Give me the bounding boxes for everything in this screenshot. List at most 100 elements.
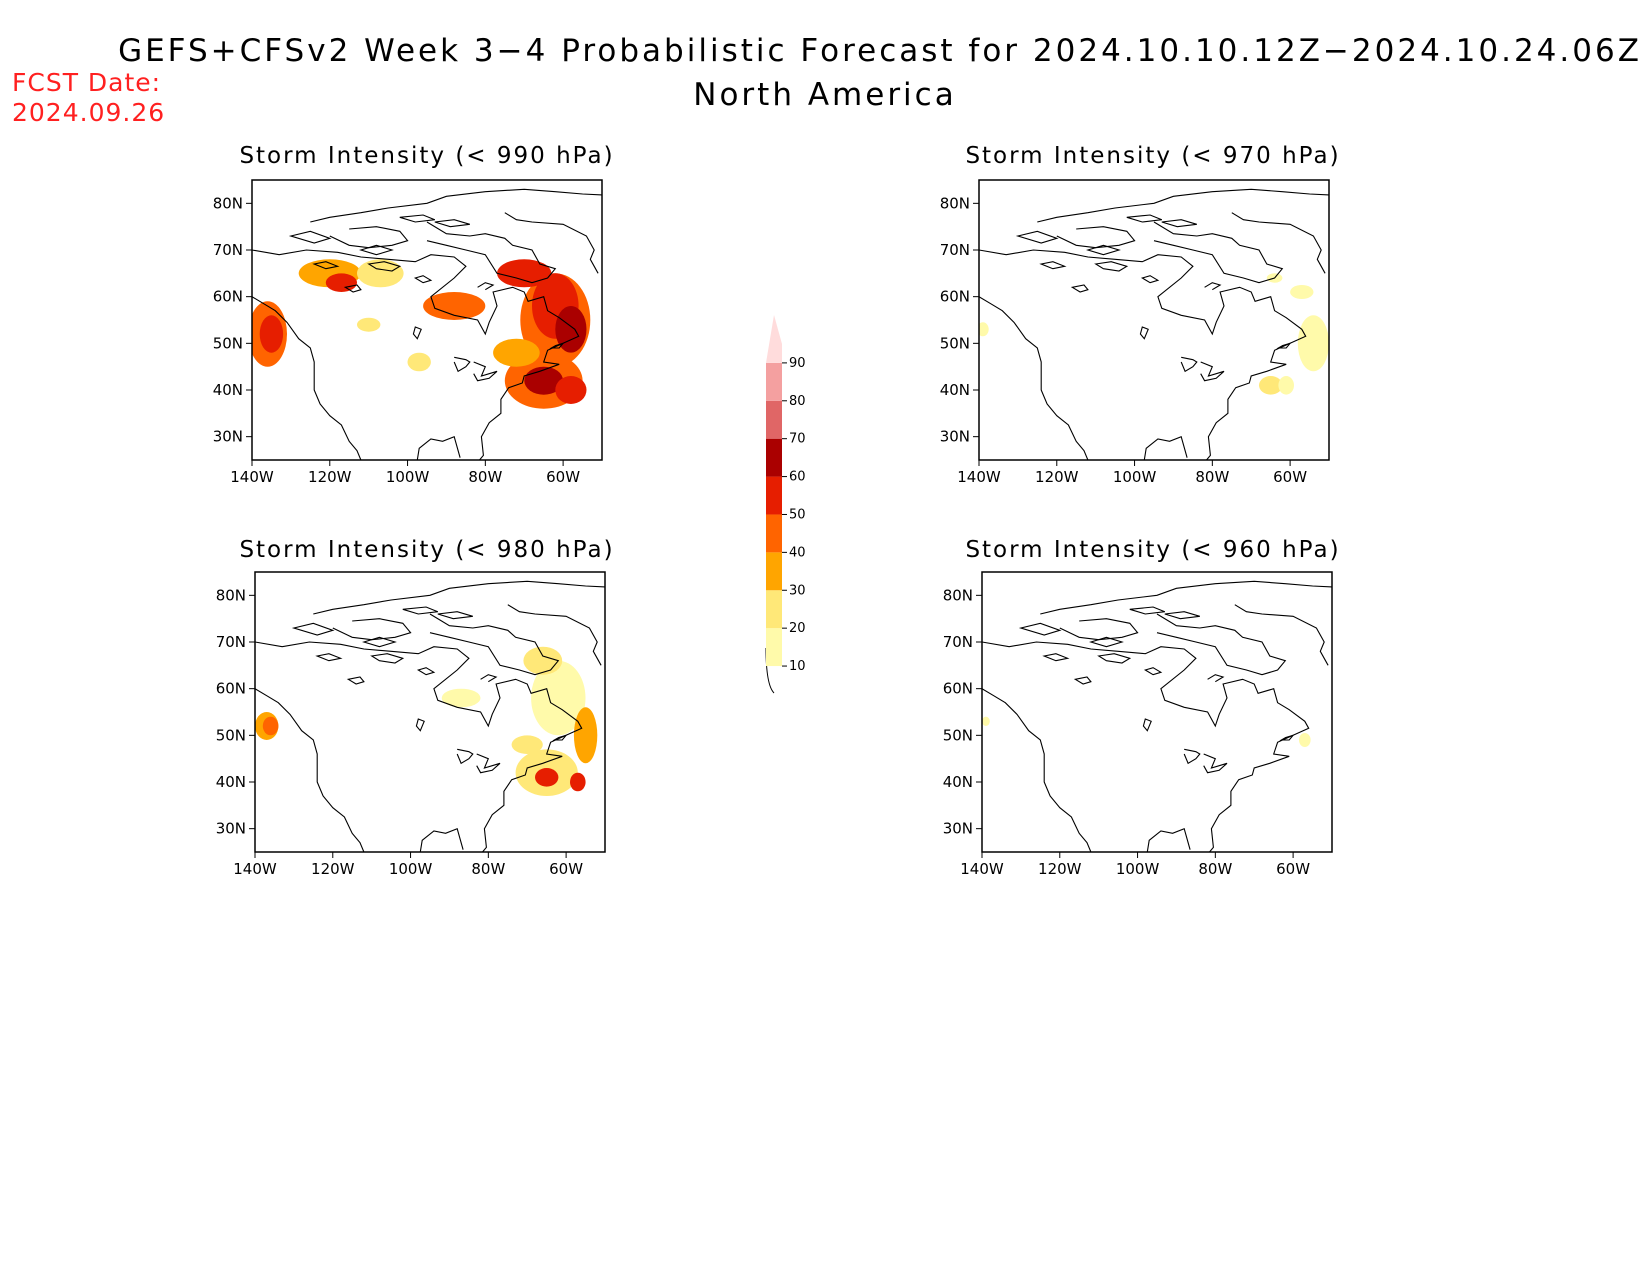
coastline — [434, 219, 470, 228]
probability-area — [523, 646, 563, 675]
coastline — [1143, 667, 1163, 676]
coastline — [1097, 653, 1132, 664]
lon-label: 140W — [233, 860, 277, 878]
coastline — [252, 249, 580, 460]
coastline — [456, 748, 474, 765]
coastline — [370, 653, 405, 664]
lat-label: 40N — [940, 381, 970, 399]
lon-label: 100W — [386, 468, 430, 486]
probability-area — [407, 352, 431, 372]
lat-label: 50N — [216, 726, 246, 744]
coastline — [1073, 676, 1092, 685]
coastline — [1018, 622, 1062, 636]
probability-area — [357, 317, 381, 332]
lat-label: 60N — [213, 288, 243, 306]
probability-area — [570, 772, 586, 792]
probability-area — [979, 322, 989, 337]
coastline — [1207, 674, 1225, 683]
coastline — [1089, 636, 1124, 648]
coastline — [1231, 212, 1326, 274]
coastline — [416, 667, 436, 676]
coastline — [359, 244, 394, 256]
coastline — [1126, 214, 1163, 223]
map-panel-960: 80N 70N 60N 50N 40N 30N 140W 120W 100W 80W 60W — [943, 571, 1333, 878]
probability-area — [423, 292, 486, 320]
lon-label: 120W — [308, 468, 352, 486]
coastline — [979, 249, 1307, 460]
colorbar-band — [766, 514, 782, 553]
lat-label: 30N — [943, 820, 973, 838]
lat-label: 30N — [940, 428, 970, 446]
coastline — [329, 226, 409, 249]
coastline — [1070, 284, 1089, 293]
fcst-date-value: 2024.09.26 — [12, 98, 166, 127]
lon-label: 140W — [230, 468, 274, 486]
lat-label: 40N — [943, 773, 973, 791]
coastline — [255, 688, 365, 852]
coastline — [1037, 188, 1329, 223]
colorbar-label: 30 — [789, 583, 806, 598]
panel-title-970: Storm Intensity (< 970 hPa) — [965, 143, 1341, 169]
coastline — [1161, 219, 1197, 228]
coastline — [1056, 226, 1136, 249]
coastline — [1203, 753, 1228, 774]
coastline — [1039, 261, 1067, 270]
coastline — [1183, 748, 1201, 765]
coastline — [313, 580, 605, 615]
coastline — [310, 188, 602, 223]
lat-label: 50N — [213, 334, 243, 352]
coastline — [362, 636, 397, 648]
colorbar: 10 20 30 40 50 60 70 80 90 — [765, 315, 806, 694]
lat-label: 30N — [216, 820, 246, 838]
map-frame — [251, 179, 603, 461]
colorbar-band — [766, 552, 782, 591]
lon-label: 120W — [311, 860, 355, 878]
lon-label: 140W — [960, 860, 1004, 878]
lat-label: 80N — [216, 586, 246, 604]
probability-area — [1259, 376, 1283, 395]
lon-label: 80W — [1198, 860, 1232, 878]
lat-label: 80N — [213, 194, 243, 212]
map-background — [979, 180, 1329, 460]
colorbar-label: 70 — [789, 432, 806, 447]
probability-area — [357, 259, 404, 288]
map-panel-990: 80N 70N 60N 50N 40N 30N 140W 120W 100W 80W 60W — [213, 179, 603, 486]
map-background — [982, 572, 1332, 852]
probability-area — [511, 735, 543, 754]
lat-label: 70N — [216, 633, 246, 651]
lon-label: 80W — [471, 860, 505, 878]
coastline — [1276, 342, 1292, 349]
probability-area — [497, 259, 552, 288]
coastline — [332, 618, 412, 641]
lat-label: 60N — [940, 288, 970, 306]
lat-label: 80N — [940, 194, 970, 212]
coastline — [1059, 618, 1139, 641]
coastline — [1094, 261, 1129, 272]
colorbar-label: 40 — [789, 545, 806, 560]
probability-area — [493, 338, 540, 367]
panel-title-980: Storm Intensity (< 980 hPa) — [239, 537, 615, 563]
probability-area — [535, 768, 559, 787]
coastline — [453, 356, 471, 373]
lat-label: 60N — [943, 680, 973, 698]
colorbar-band — [766, 590, 782, 629]
lon-label: 80W — [1195, 468, 1229, 486]
map-panel-970: 80N 70N 60N 50N 40N 30N 140W 120W 100W 80W 60W — [940, 179, 1330, 486]
lon-label: 100W — [389, 860, 433, 878]
coastline — [343, 284, 362, 293]
lat-label: 80N — [943, 586, 973, 604]
panel-title-960: Storm Intensity (< 960 hPa) — [965, 537, 1341, 563]
coastline — [1279, 734, 1295, 741]
lon-label: 120W — [1035, 468, 1079, 486]
coastline — [480, 674, 498, 683]
coastline — [1180, 356, 1198, 373]
probability-area — [555, 376, 587, 404]
colorbar-band — [766, 362, 782, 401]
lon-label: 100W — [1116, 860, 1160, 878]
colorbar-label: 60 — [789, 470, 806, 485]
lon-label: 60W — [546, 468, 580, 486]
coastline — [255, 641, 583, 852]
coastline — [507, 604, 602, 666]
coastline — [1142, 718, 1152, 732]
lon-label: 60W — [549, 860, 583, 878]
